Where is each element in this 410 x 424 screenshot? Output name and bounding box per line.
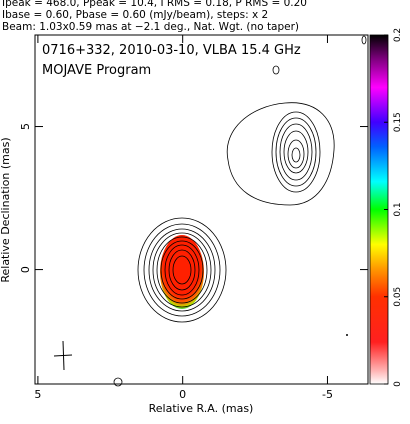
contour bbox=[148, 228, 216, 312]
contour bbox=[137, 217, 227, 323]
contour bbox=[160, 240, 204, 300]
beam-marker bbox=[53, 340, 73, 371]
contour bbox=[152, 232, 212, 308]
x-tick-label: 0 bbox=[179, 388, 186, 401]
y-tick-label: 0 bbox=[19, 266, 32, 273]
header-line: Beam: 1.03x0.59 mas at −2.1 deg., Nat. W… bbox=[2, 21, 299, 33]
header-line: Ibase = 0.60, Pbase = 0.60 (mJy/beam), s… bbox=[2, 9, 268, 21]
jet-component bbox=[226, 102, 335, 206]
annotation: 0716+332, 2010-03-10, VLBA 15.4 GHz bbox=[42, 43, 301, 58]
y-axis-label: Relative Declination (mas) bbox=[0, 137, 12, 282]
y-tick-label: 5 bbox=[19, 123, 32, 130]
header-line: Ipeak = 468.0, Ppeak = 10.4, I RMS = 0.1… bbox=[2, 0, 307, 9]
annotation: MOJAVE Program bbox=[42, 63, 151, 78]
contour bbox=[271, 111, 321, 193]
contour bbox=[164, 244, 200, 296]
colorbar-tick-label: 0.2 bbox=[393, 28, 403, 42]
contour bbox=[172, 255, 192, 285]
x-tick-label: 5 bbox=[34, 388, 41, 401]
contour bbox=[156, 236, 208, 304]
contour bbox=[168, 249, 196, 291]
contour bbox=[113, 377, 123, 387]
contour bbox=[283, 130, 309, 174]
contour bbox=[143, 223, 221, 317]
contour bbox=[279, 123, 313, 181]
contour bbox=[291, 147, 301, 163]
contour bbox=[272, 65, 280, 75]
colorbar-tick-label: 0 bbox=[393, 381, 403, 387]
plot-frame bbox=[34, 34, 369, 385]
contour bbox=[226, 102, 335, 206]
contour bbox=[275, 117, 317, 187]
contour bbox=[361, 35, 367, 45]
core-component bbox=[137, 217, 227, 323]
axes: 5 0 -5 0 5 0 0.05 0.1 0.15 0.2 bbox=[19, 28, 403, 401]
contour bbox=[287, 139, 305, 169]
x-tick-label: -5 bbox=[322, 388, 333, 401]
colorbar-tick-label: 0.1 bbox=[393, 202, 403, 216]
contour bbox=[346, 334, 348, 336]
colorbar-tick-label: 0.05 bbox=[393, 287, 403, 307]
x-axis-label: Relative R.A. (mas) bbox=[149, 402, 254, 415]
intensity-fill bbox=[160, 235, 204, 309]
colorbar-tick-label: 0.15 bbox=[393, 112, 403, 132]
